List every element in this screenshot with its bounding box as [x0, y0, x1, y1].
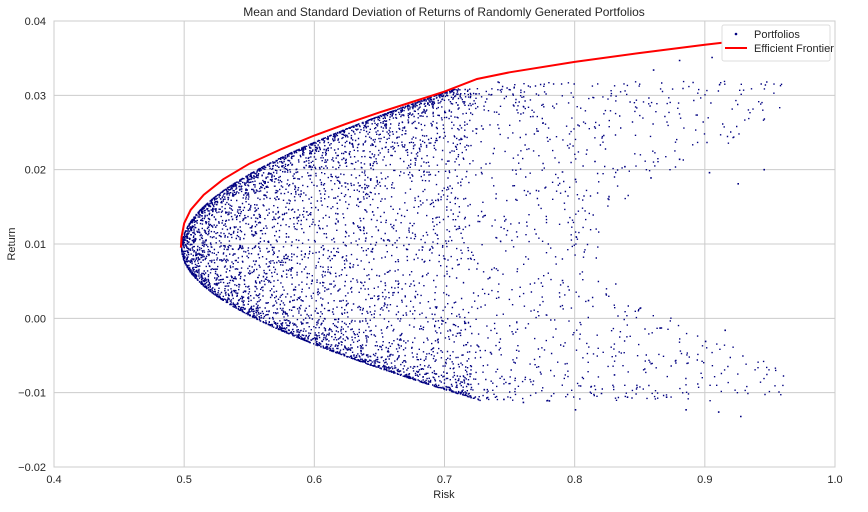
legend-frontier-label: Efficient Frontier: [754, 43, 834, 55]
x-tick-label: 0.7: [437, 474, 452, 486]
y-tick-label: 0.04: [25, 16, 46, 28]
y-tick-label: 0.02: [25, 165, 46, 177]
x-tick-label: 0.8: [567, 474, 582, 486]
x-tick-label: 0.6: [307, 474, 322, 486]
y-axis-label: Return: [6, 227, 18, 260]
efficient-frontier-line: [179, 40, 732, 248]
x-tick-label: 0.9: [697, 474, 712, 486]
portfolios-scatter: [181, 56, 785, 418]
legend-portfolio-marker-icon: [734, 32, 738, 36]
x-axis-label: Risk: [433, 489, 455, 501]
plot-frame: [53, 20, 836, 468]
grid-lines: [53, 20, 836, 468]
x-axis-ticks: 0.4 0.5 0.6 0.7 0.8 0.9 1.0: [46, 474, 842, 486]
x-tick-label: 0.4: [46, 474, 61, 486]
portfolio-points: [181, 56, 785, 418]
x-tick-label: 1.0: [827, 474, 842, 486]
y-tick-label: 0.03: [25, 90, 46, 102]
y-tick-label: 0.01: [25, 239, 46, 251]
x-tick-label: 0.5: [177, 474, 192, 486]
legend-box: [721, 24, 831, 62]
y-tick-label: −0.02: [18, 462, 46, 474]
y-tick-label: −0.01: [18, 388, 46, 400]
chart-title: Mean and Standard Deviation of Returns o…: [243, 5, 645, 19]
y-axis-ticks: −0.02 −0.01 0.00 0.01 0.02 0.03 0.04: [18, 16, 46, 474]
legend: Portfolios Efficient Frontier: [721, 24, 834, 62]
y-tick-label: 0.00: [25, 313, 46, 325]
legend-portfolios-label: Portfolios: [754, 29, 800, 41]
